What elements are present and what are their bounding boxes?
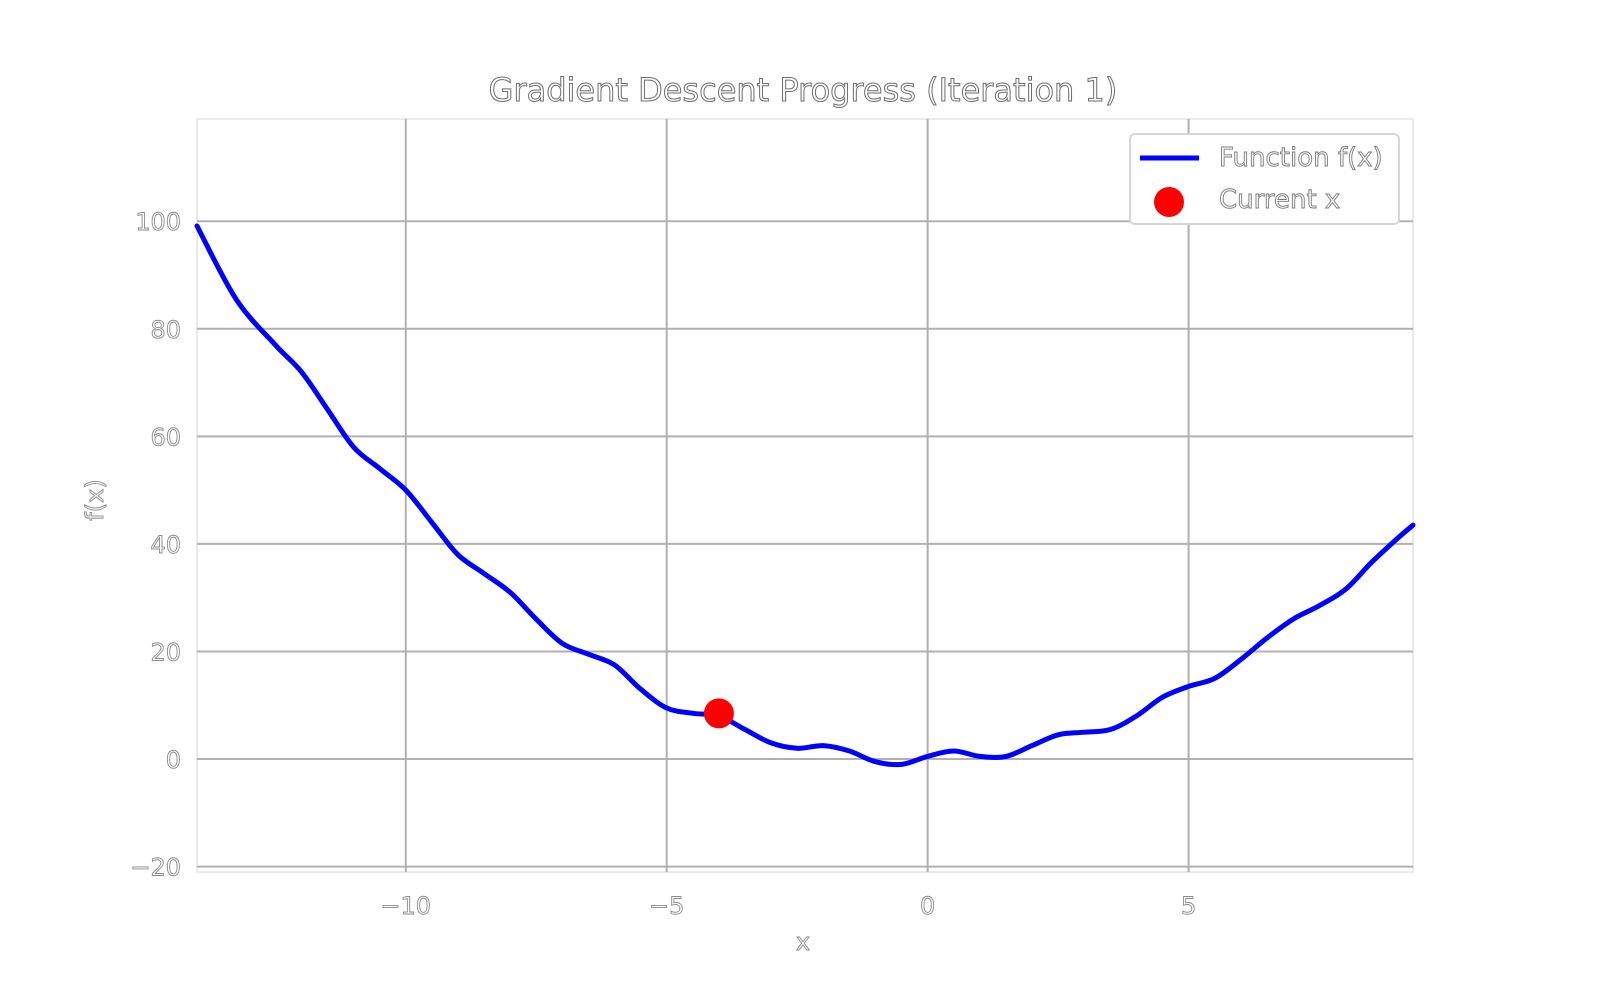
y-tick-label: 20 [150, 638, 181, 666]
legend-label-function: Function f(x) [1219, 143, 1383, 173]
x-axis-label: x [796, 928, 810, 956]
y-axis-label: f(x) [81, 479, 109, 520]
x-tick-label: 0 [920, 892, 935, 920]
function-line [194, 223, 1416, 768]
tick-labels: −10 −5 0 5 −20 0 20 40 60 80 100 [130, 208, 1197, 921]
y-tick-label: 60 [150, 423, 181, 451]
x-tick-label: −5 [649, 892, 684, 920]
series-layer [194, 223, 1416, 768]
legend: Function f(x) Current x [1129, 133, 1400, 225]
y-tick-label: 100 [135, 208, 181, 236]
plot-area [194, 118, 1416, 873]
x-tick-label: −10 [380, 892, 431, 920]
x-tick-label: 5 [1181, 892, 1196, 920]
legend-marker-swatch [1154, 187, 1184, 217]
y-tick-label: 80 [150, 316, 181, 344]
legend-label-current-x: Current x [1219, 185, 1340, 215]
y-tick-label: 0 [166, 746, 181, 774]
y-tick-label: 40 [150, 531, 181, 559]
current-x-point [703, 698, 734, 729]
chart-title: Gradient Descent Progress (Iteration 1) [489, 71, 1118, 109]
y-tick-label: −20 [130, 854, 181, 882]
